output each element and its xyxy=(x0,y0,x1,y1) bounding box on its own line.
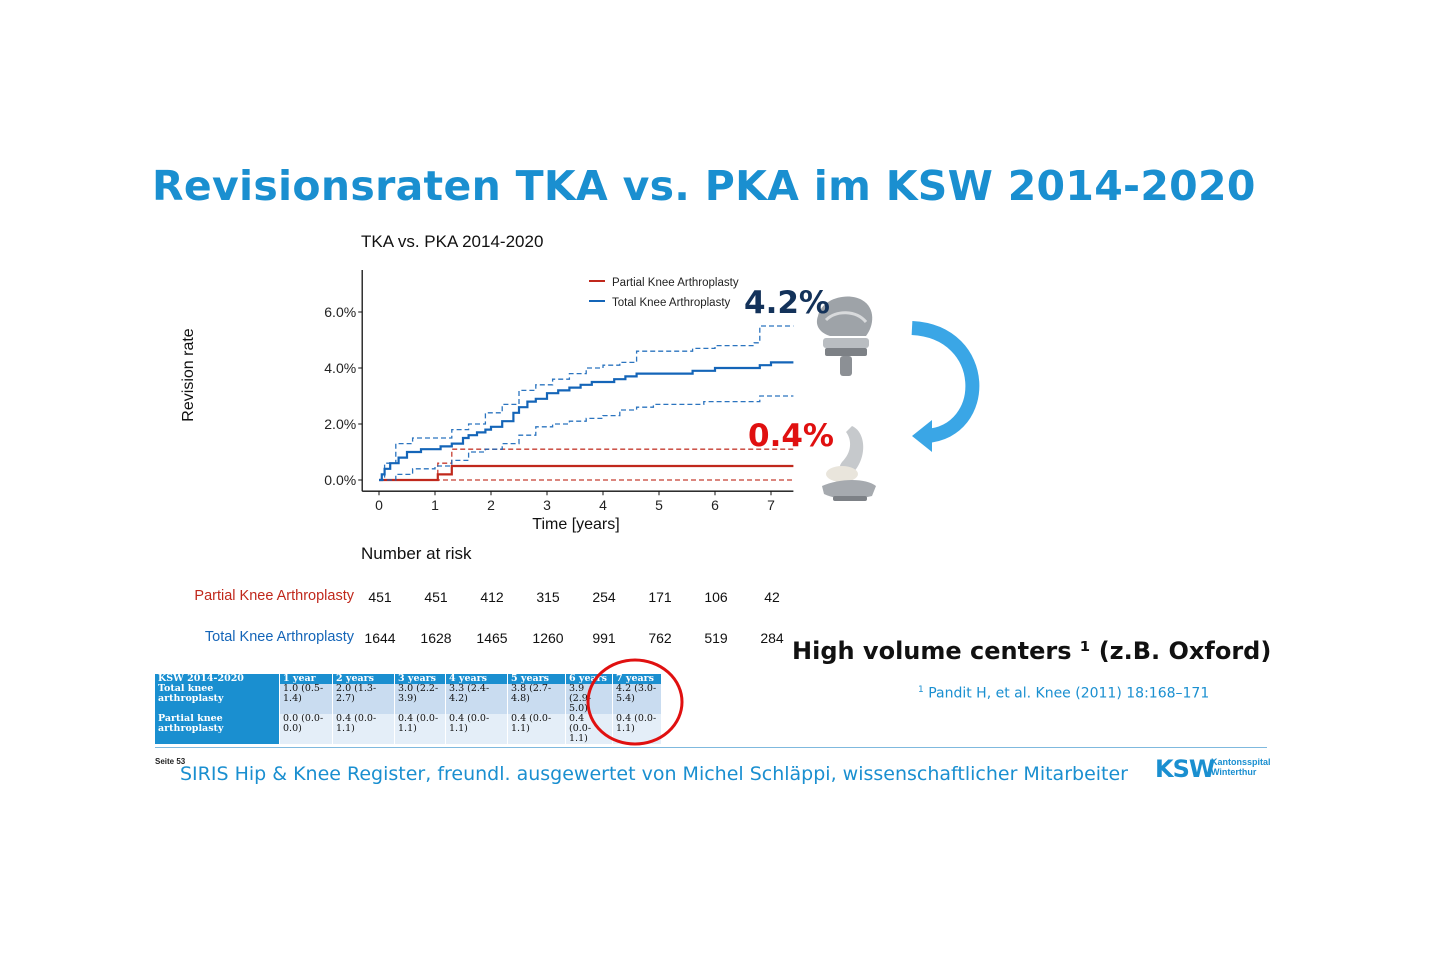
legend-label-tka: Total Knee Arthroplasty xyxy=(612,297,731,309)
summary-cell: 0.4 (0.0- 1.1) xyxy=(507,714,566,744)
footnote-mark: 1 xyxy=(918,685,924,695)
pka-implant-icon xyxy=(822,426,876,501)
chart-legend: Partial Knee Arthroplasty Total Knee Art… xyxy=(589,277,739,309)
pka-percent-callout: 0.4% xyxy=(748,418,834,454)
summary-header-cell: 1 year xyxy=(279,674,333,684)
chart-axes: 0.0% 2.0% 4.0% 6.0% 0 1 2 3 4 5 6 7 xyxy=(324,270,794,513)
legend-label-pka: Partial Knee Arthroplasty xyxy=(612,277,739,289)
x-tick-label: 2 xyxy=(487,497,495,513)
x-tick-label: 5 xyxy=(655,497,663,513)
risk-value: 106 xyxy=(704,589,728,605)
summary-header-row: KSW 2014-2020 1 year 2 years 3 years 4 y… xyxy=(155,674,662,684)
chart-title: TKA vs. PKA 2014-2020 xyxy=(361,232,543,251)
summary-header-cell: 6 years xyxy=(565,674,613,684)
number-at-risk-title: Number at risk xyxy=(361,544,472,563)
summary-cell: 2.0 (1.3- 2.7) xyxy=(332,684,395,714)
risk-value: 42 xyxy=(764,589,780,605)
tka-ci-upper-line xyxy=(379,325,794,481)
risk-value: 451 xyxy=(424,589,448,605)
x-tick-label: 7 xyxy=(767,497,775,513)
risk-value: 171 xyxy=(648,589,672,605)
source-note: SIRIS Hip & Knee Register, freundl. ausg… xyxy=(180,763,1128,785)
risk-row-label: Partial Knee Arthroplasty xyxy=(194,588,354,604)
x-tick-label: 0 xyxy=(375,497,383,513)
x-axis-label: Time [years] xyxy=(532,516,619,533)
summary-header-cell: 7 years xyxy=(612,674,662,684)
page-number: Seite 53 xyxy=(155,757,186,766)
summary-cell: 4.2 (3.0- 5.4) xyxy=(612,684,662,714)
ksw-logo-subtitle: Kantonsspital Winterthur xyxy=(1211,757,1271,777)
risk-value: 519 xyxy=(704,630,728,646)
y-axis-label: Revision rate xyxy=(180,328,197,421)
risk-value: 1628 xyxy=(420,630,452,646)
footnote: 1 Pandit H, et al. Knee (2011) 18:168–17… xyxy=(918,685,1209,702)
slide-title: Revisionsraten TKA vs. PKA im KSW 2014-2… xyxy=(152,162,1256,210)
risk-value: 412 xyxy=(480,589,504,605)
summary-header-cell: 3 years xyxy=(394,674,446,684)
x-tick-label: 4 xyxy=(599,497,607,513)
tka-percent-callout: 4.2% xyxy=(744,285,830,321)
risk-value: 451 xyxy=(368,589,392,605)
summary-row: Total knee arthroplasty 1.0 (0.5- 1.4) 2.0… xyxy=(155,684,662,714)
summary-header-cell: 5 years xyxy=(507,674,566,684)
x-tick-label: 1 xyxy=(431,497,439,513)
summary-header-cell: 2 years xyxy=(332,674,395,684)
x-tick-label: 6 xyxy=(711,497,719,513)
summary-cell: 0.4 (0.0- 1.1) xyxy=(445,714,508,744)
summary-row-label: Total knee arthroplasty xyxy=(155,684,280,714)
risk-value: 1465 xyxy=(476,630,508,646)
high-volume-centers-note: High volume centers ¹ (z.B. Oxford) xyxy=(792,637,1272,665)
summary-cell: 0.4 (0.0- 1.1) xyxy=(565,714,613,744)
y-tick-label: 6.0% xyxy=(324,304,356,320)
risk-row-label: Total Knee Arthroplasty xyxy=(204,629,354,645)
revision-summary-table: KSW 2014-2020 1 year 2 years 3 years 4 y… xyxy=(155,674,662,744)
ksw-logo: KSW xyxy=(1155,755,1215,783)
risk-value: 1644 xyxy=(364,630,396,646)
summary-cell: 3.3 (2.4- 4.2) xyxy=(445,684,508,714)
summary-cell: 0.0 (0.0- 0.0) xyxy=(279,714,333,744)
footer-divider xyxy=(155,747,1267,748)
summary-cell: 0.4 (0.0- 1.1) xyxy=(332,714,395,744)
risk-value: 315 xyxy=(536,589,560,605)
curved-arrow-icon xyxy=(911,321,980,452)
pka-series-line xyxy=(379,464,794,482)
summary-row-label: Partial knee arthroplasty xyxy=(155,714,280,744)
chart-series xyxy=(379,325,794,482)
logo-line-1: Kantonsspital xyxy=(1211,757,1271,767)
summary-cell: 0.4 (0.0- 1.1) xyxy=(612,714,662,744)
summary-corner-cell: KSW 2014-2020 xyxy=(155,674,280,684)
footnote-text: Pandit H, et al. Knee (2011) 18:168–171 xyxy=(928,685,1210,702)
risk-value: 254 xyxy=(592,589,616,605)
y-tick-label: 2.0% xyxy=(324,416,356,432)
y-tick-label: 4.0% xyxy=(324,360,356,376)
tka-series-line xyxy=(379,361,794,482)
tka-implant-icon xyxy=(816,296,873,376)
summary-cell: 3.8 (2.7- 4.8) xyxy=(507,684,566,714)
summary-row: Partial knee arthroplasty 0.0 (0.0- 0.0) 0… xyxy=(155,714,662,744)
tka-ci-lower-line xyxy=(379,395,794,481)
summary-cell: 3.0 (2.2- 3.9) xyxy=(394,684,446,714)
risk-value: 762 xyxy=(648,630,672,646)
risk-value: 991 xyxy=(592,630,616,646)
summary-cell: 1.0 (0.5- 1.4) xyxy=(279,684,333,714)
y-tick-label: 0.0% xyxy=(324,472,356,488)
logo-line-2: Winterthur xyxy=(1211,767,1257,777)
risk-value: 1260 xyxy=(532,630,564,646)
summary-header-cell: 4 years xyxy=(445,674,508,684)
summary-cell: 0.4 (0.0- 1.1) xyxy=(394,714,446,744)
risk-value: 284 xyxy=(760,630,784,646)
x-tick-label: 3 xyxy=(543,497,551,513)
